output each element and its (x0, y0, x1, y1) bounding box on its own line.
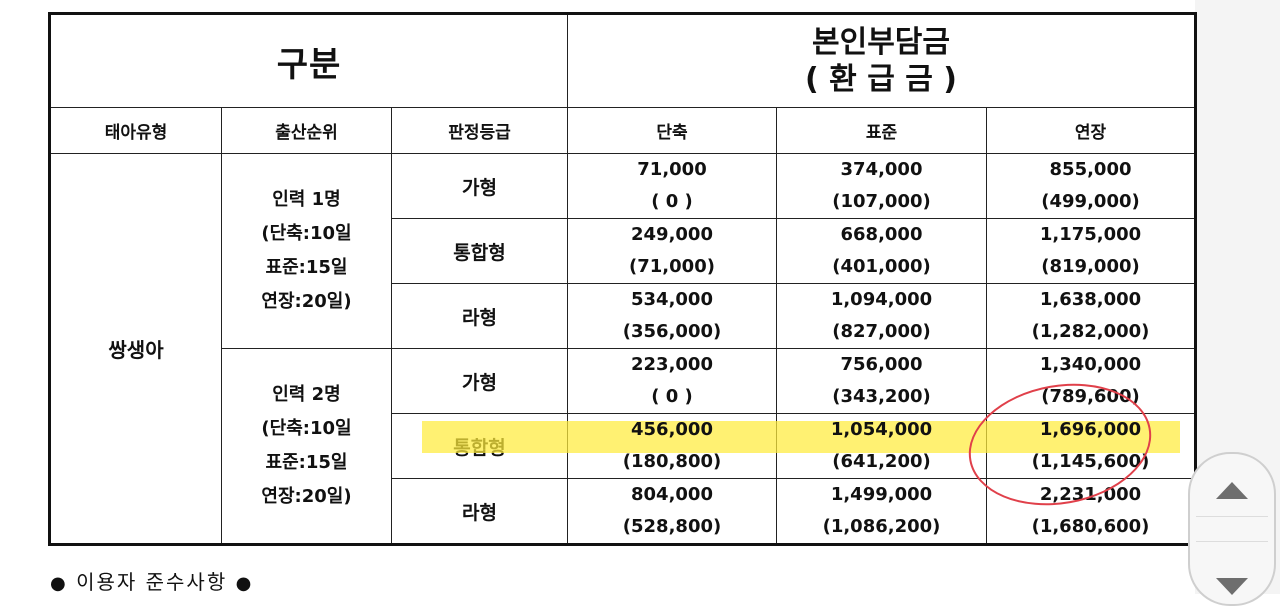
short-cell: 223,000 ( 0 ) (567, 348, 777, 414)
refund-value: (789,600) (1041, 386, 1140, 407)
standard-cell: 1,054,000 (641,200) (776, 413, 987, 479)
fee-value: 2,231,000 (1039, 484, 1142, 505)
grade-cell: 통합형 (391, 413, 568, 479)
bullet-icon: ● (50, 573, 68, 594)
short-cell: 804,000 (528,800) (567, 478, 777, 545)
usage-rules-text: 이용자 준수사항 (76, 570, 228, 594)
col-standard: 표준 (776, 107, 987, 154)
order-line: 표준:15일 (265, 257, 348, 278)
scroll-grip[interactable] (1196, 516, 1268, 542)
extended-cell: 1,696,000 (1,145,600) (985, 413, 1197, 479)
col-short: 단축 (567, 107, 777, 154)
table-row: 통합형 249,000 (71,000) 668,000 (401,000) 1,1… (50, 218, 1197, 284)
extended-cell: 2,231,000 (1,680,600) (985, 478, 1197, 545)
refund-value: (827,000) (832, 321, 931, 342)
fee-value: 668,000 (840, 224, 923, 245)
refund-value: (499,000) (1041, 191, 1140, 212)
bullet-icon: ● (235, 573, 254, 594)
usage-rules-heading: ● 이용자 준수사항 ● (50, 566, 253, 594)
refund-value: (343,200) (832, 386, 931, 407)
refund-value: (180,800) (622, 451, 722, 472)
fee-value: 1,175,000 (1039, 224, 1142, 245)
table-row: 라형 804,000 (528,800) 1,499,000 (1,086,200)… (50, 478, 1197, 545)
table-row: 인력 2명 (단축:10일 표준:15일 연장:20일) 가형 223,000 (… (50, 348, 1197, 545)
fee-value: 1,054,000 (830, 419, 933, 440)
order-line: 연장:20일) (261, 291, 352, 312)
refund-value: (1,282,000) (1031, 321, 1150, 342)
extended-cell: 1,638,000 (1,282,000) (985, 283, 1197, 349)
order-line: 인력 2명 (272, 384, 341, 405)
fee-subtitle: ( 환 급 금 ) (805, 62, 957, 97)
extended-cell: 1,175,000 (819,000) (985, 218, 1197, 284)
refund-value: ( 0 ) (651, 191, 693, 212)
refund-value: (1,086,200) (822, 516, 941, 537)
order-line: (단축:10일 (261, 223, 352, 244)
refund-value: (528,800) (622, 516, 722, 537)
short-cell: 456,000 (180,800) (567, 413, 777, 479)
order-line: 표준:15일 (265, 452, 348, 473)
fee-value: 1,340,000 (1039, 354, 1142, 375)
fee-table: 구분 본인부담금 ( 환 급 금 ) 태아유형 출산순위 판정등급 단축 표준 … (48, 12, 1198, 546)
refund-value: (71,000) (629, 256, 715, 277)
fee-header: 본인부담금 ( 환 급 금 ) (566, 13, 1197, 108)
fee-value: 249,000 (631, 224, 713, 245)
extended-cell: 1,340,000 (789,600) (985, 348, 1197, 414)
refund-value: (107,000) (832, 191, 931, 212)
short-cell: 71,000 ( 0 ) (567, 153, 777, 219)
fee-value: 456,000 (631, 419, 713, 440)
standard-cell: 1,499,000 (1,086,200) (776, 478, 987, 545)
col-fetus-type: 태아유형 (49, 107, 222, 154)
standard-cell: 374,000 (107,000) (776, 153, 987, 219)
short-cell: 249,000 (71,000) (567, 218, 777, 284)
fee-value: 804,000 (631, 484, 713, 505)
grade-cell: 가형 (391, 153, 568, 219)
fee-value: 71,000 (637, 159, 707, 180)
grade-cell: 통합형 (391, 218, 568, 284)
grade-cell: 라형 (391, 283, 568, 349)
extended-cell: 855,000 (499,000) (985, 153, 1197, 219)
standard-cell: 756,000 (343,200) (776, 348, 987, 414)
refund-value: (1,680,600) (1031, 516, 1150, 537)
column-header-row: 태아유형 출산순위 판정등급 단축 표준 연장 (49, 107, 1197, 154)
refund-value: (356,000) (622, 321, 722, 342)
short-cell: 534,000 (356,000) (567, 283, 777, 349)
fee-title: 본인부담금 (812, 25, 950, 60)
refund-value: (641,200) (832, 451, 931, 472)
col-birth-order: 출산순위 (221, 107, 392, 154)
refund-value: (401,000) (832, 256, 931, 277)
refund-value: (1,145,600) (1031, 451, 1150, 472)
col-grade: 판정등급 (391, 107, 568, 154)
table-row: 쌍생아 인력 1명 (단축:10일 표준:15일 연장:20일) 가형 71,0… (49, 153, 1197, 545)
standard-cell: 1,094,000 (827,000) (776, 283, 987, 349)
arrow-down-icon[interactable] (1216, 578, 1248, 595)
birth-order-cell-2: 인력 2명 (단축:10일 표준:15일 연장:20일) (221, 348, 392, 545)
refund-value: ( 0 ) (651, 386, 693, 407)
fee-value: 223,000 (631, 354, 713, 375)
fee-value: 1,638,000 (1039, 289, 1142, 310)
order-line: (단축:10일 (261, 418, 352, 439)
fee-value: 1,696,000 (1039, 419, 1142, 440)
refund-value: (819,000) (1041, 256, 1140, 277)
birth-order-cell-1: 인력 1명 (단축:10일 표준:15일 연장:20일) (221, 153, 392, 349)
fee-value: 756,000 (840, 354, 923, 375)
fee-value: 855,000 (1049, 159, 1132, 180)
fee-value: 374,000 (840, 159, 923, 180)
title-row: 구분 본인부담금 ( 환 급 금 ) (49, 13, 1197, 108)
scroll-control[interactable] (1188, 452, 1276, 606)
order-line: 연장:20일) (261, 486, 352, 507)
fee-value: 1,499,000 (830, 484, 933, 505)
category-header: 구분 (49, 13, 568, 108)
standard-cell: 668,000 (401,000) (776, 218, 987, 284)
fetus-type-cell: 쌍생아 (49, 153, 222, 545)
fee-value: 534,000 (631, 289, 713, 310)
col-extended: 연장 (985, 107, 1197, 154)
grade-cell: 라형 (391, 478, 568, 545)
arrow-up-icon[interactable] (1216, 482, 1248, 499)
grade-cell: 가형 (391, 348, 568, 414)
order-line: 인력 1명 (272, 189, 341, 210)
fee-value: 1,094,000 (830, 289, 933, 310)
